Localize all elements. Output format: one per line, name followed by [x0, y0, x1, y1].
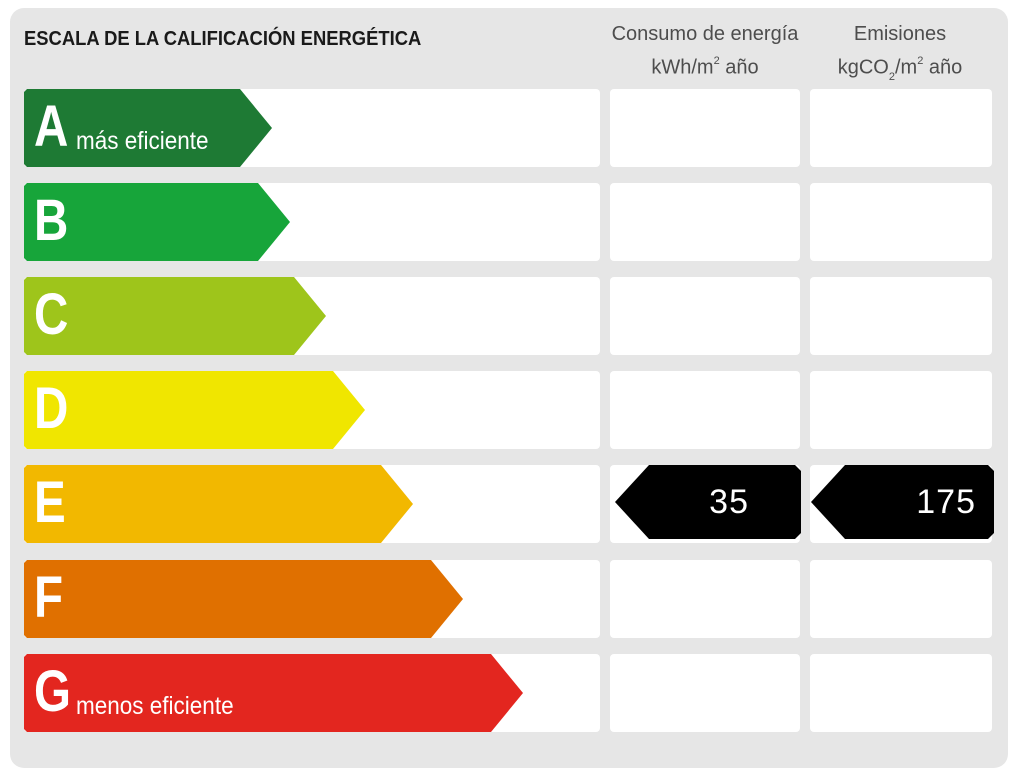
rating-letter: F — [34, 565, 64, 630]
consumo-cell — [610, 371, 800, 449]
rating-arrow-e — [24, 465, 413, 543]
rating-arrow-a — [24, 89, 272, 167]
column-header-consumo: Consumo de energía kWh/m2 año — [608, 20, 802, 83]
rating-row-e: E 35 175 — [24, 465, 994, 543]
label-title: ESCALA DE LA CALIFICACIÓN ENERGÉTICA — [24, 28, 422, 50]
rating-arrow-b — [24, 183, 290, 261]
rating-letter: D — [34, 376, 69, 441]
consumo-cell — [610, 654, 800, 732]
rating-letter: E — [34, 470, 66, 535]
consumo-cell — [610, 183, 800, 261]
emisiones-heading: Emisiones — [853, 23, 947, 45]
emisiones-cell — [810, 371, 992, 449]
emisiones-unit: kgCO2/m2 año — [837, 55, 963, 83]
rating-row-b: B — [24, 183, 994, 261]
rating-row-c: C — [24, 277, 994, 355]
consumo-indicator-badge — [615, 465, 801, 539]
consumo-cell — [610, 89, 800, 167]
rating-sublabel: más eficiente — [76, 127, 209, 155]
rating-letter: B — [34, 188, 69, 253]
emisiones-indicator-badge — [811, 465, 994, 539]
rating-letter: C — [34, 282, 69, 347]
rating-letter: G — [34, 659, 72, 724]
rating-sublabel: menos eficiente — [76, 692, 234, 720]
consumo-unit: kWh/m2 año — [651, 55, 759, 79]
emisiones-cell — [810, 89, 992, 167]
rating-row-f: F — [24, 560, 994, 638]
rating-letter: A — [34, 94, 69, 159]
rating-arrow-c — [24, 277, 326, 355]
rating-arrow-d — [24, 371, 365, 449]
emisiones-cell — [810, 560, 992, 638]
emisiones-value: 175 — [916, 483, 976, 521]
rating-arrow-f — [24, 560, 463, 638]
consumo-cell — [610, 560, 800, 638]
consumo-value: 35 — [709, 483, 749, 521]
consumo-heading: Consumo de energía — [611, 23, 799, 45]
emisiones-cell — [810, 183, 992, 261]
column-header-emisiones: Emisiones kgCO2/m2 año — [810, 20, 990, 91]
rating-row-d: D — [24, 371, 994, 449]
rating-arrow-g — [24, 654, 523, 732]
emisiones-cell — [810, 277, 992, 355]
emisiones-cell — [810, 654, 992, 732]
consumo-cell — [610, 277, 800, 355]
